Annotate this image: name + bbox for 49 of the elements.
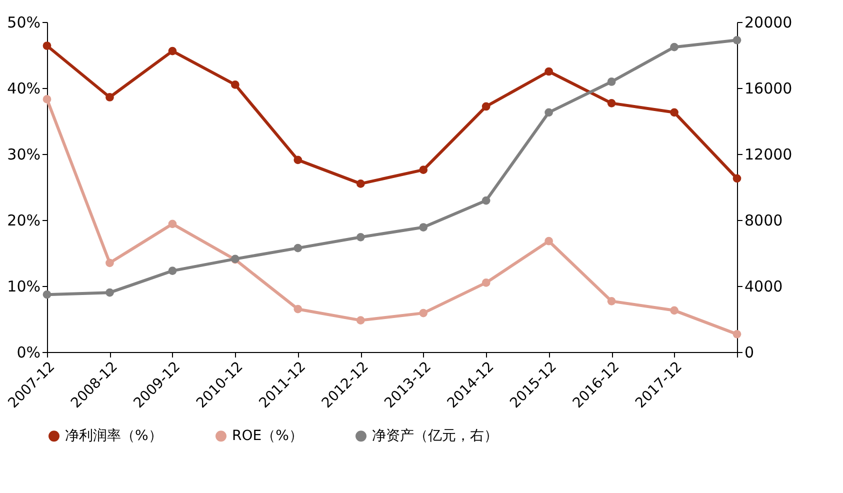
y2-tick-label: 16000	[744, 80, 792, 98]
point	[732, 330, 742, 338]
point	[544, 67, 553, 76]
point	[294, 244, 302, 252]
y2-tick-label: 0	[744, 344, 754, 362]
y2-tick-label: 8000	[744, 212, 783, 230]
point	[294, 156, 302, 164]
point	[607, 78, 616, 86]
point	[419, 166, 428, 174]
point	[607, 297, 616, 306]
y-tick-label: 50%	[7, 14, 40, 32]
legend-label: ROE（%）	[232, 428, 303, 444]
point	[168, 266, 177, 275]
point	[544, 236, 553, 246]
point	[231, 80, 240, 89]
point	[168, 46, 177, 56]
legend-label: 净资产（亿元，右）	[372, 428, 498, 444]
point	[544, 108, 553, 117]
point	[607, 99, 616, 108]
point	[42, 290, 52, 299]
point	[356, 316, 365, 324]
y-tick-label: 0%	[16, 344, 40, 362]
point	[106, 288, 114, 297]
y-tick-label: 20%	[7, 212, 40, 230]
point	[732, 36, 742, 44]
point	[106, 258, 114, 268]
point	[42, 95, 52, 104]
y2-tick-label: 20000	[744, 14, 792, 32]
point	[42, 42, 52, 50]
point	[482, 278, 490, 287]
point	[670, 306, 678, 315]
y2-tick-label: 12000	[744, 146, 792, 164]
y-tick-label: 30%	[7, 146, 40, 164]
point	[168, 220, 177, 228]
y-tick-label: 40%	[7, 80, 40, 98]
point	[419, 308, 428, 318]
point	[482, 102, 490, 111]
y2-tick-label: 4000	[744, 278, 783, 296]
point	[356, 180, 365, 188]
point	[106, 93, 114, 102]
point	[670, 42, 678, 52]
point	[419, 223, 428, 232]
point	[294, 304, 302, 314]
y-tick-label: 10%	[7, 278, 40, 296]
point	[670, 108, 678, 117]
point	[482, 196, 490, 205]
point	[732, 174, 742, 183]
legend-label: 净利润率（%）	[65, 428, 162, 444]
point	[356, 232, 365, 242]
